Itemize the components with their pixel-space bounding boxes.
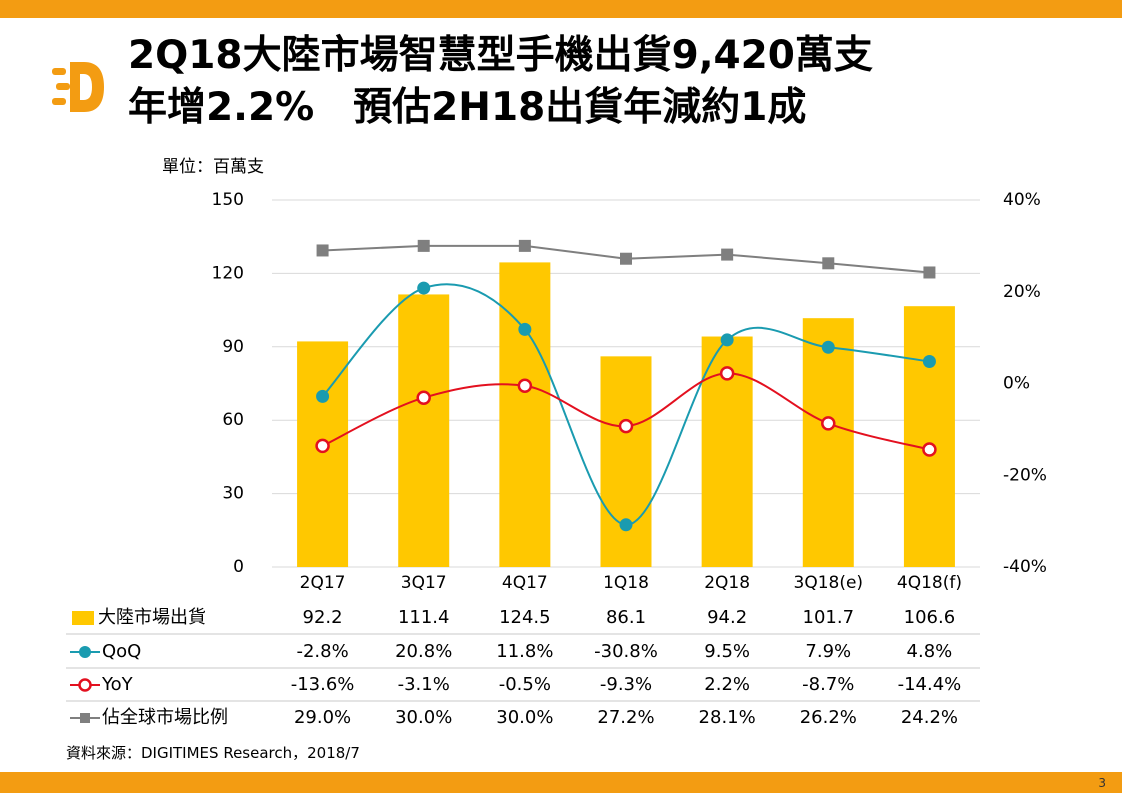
qoq-point-2Q17 [316, 389, 330, 403]
table-row-shipment-label: 大陸市場出貨 [98, 607, 206, 628]
qoq-point-3Q17 [417, 281, 431, 295]
y-left-tick-label: 150 [212, 190, 244, 210]
table-row-yoy-cell: -0.5% [499, 674, 551, 695]
legend-qoq-marker [79, 646, 91, 658]
bar-3Q18(e) [802, 318, 854, 567]
table-row-shipment-cell: 111.4 [398, 607, 450, 628]
share-point-2Q18 [721, 248, 734, 261]
table-row-qoq-cell: 4.8% [907, 641, 953, 662]
page-title: 2Q18大陸市場智慧型手機出貨9,420萬支 年增2.2% 預估2H18出貨年減… [128, 30, 873, 134]
legend-bar-key [72, 611, 94, 625]
x-tick-label: 4Q18(f) [897, 573, 962, 593]
table-row-qoq-cell: 7.9% [805, 641, 851, 662]
table-row-yoy-cell: -8.7% [802, 674, 854, 695]
bar-1Q18 [600, 356, 652, 567]
qoq-point-4Q18(f) [922, 354, 936, 368]
share-point-3Q18(e) [822, 257, 835, 270]
bar-2Q17 [297, 341, 349, 567]
table-row-share-label: 佔全球市場比例 [102, 707, 228, 728]
page-number: 3 [1098, 776, 1106, 790]
table-row-qoq-cell: 11.8% [496, 641, 553, 662]
digitimes-logo-icon [52, 62, 104, 112]
y-left-tick-label: 30 [222, 484, 244, 504]
share-point-2Q17 [316, 244, 329, 257]
legend-yoy-marker [78, 678, 92, 692]
qoq-point-1Q18 [619, 518, 633, 532]
legend-share-marker [80, 713, 90, 723]
table-row-share-cell: 28.1% [699, 707, 756, 728]
y-right-tick-label: 40% [1003, 190, 1041, 210]
y-left-tick-label: 0 [233, 557, 244, 577]
x-tick-label: 1Q18 [603, 573, 649, 593]
table-row-qoq-cell: -30.8% [594, 641, 658, 662]
yoy-point-3Q18(e) [821, 416, 836, 431]
table-row-shipment-cell: 94.2 [707, 607, 747, 628]
x-tick-label: 2Q17 [300, 573, 346, 593]
table-row-share-cell: 24.2% [901, 707, 958, 728]
share-point-1Q18 [620, 252, 632, 265]
x-tick-label: 2Q18 [704, 573, 750, 593]
y-right-tick-label: 20% [1003, 282, 1041, 302]
yoy-point-3Q17 [416, 390, 431, 405]
share-point-3Q17 [417, 239, 430, 252]
table-row-shipment-cell: 101.7 [803, 607, 855, 628]
yoy-point-4Q18(f) [922, 442, 937, 457]
table-row-qoq-cell: 20.8% [395, 641, 452, 662]
y-left-tick-label: 90 [222, 337, 244, 357]
share-point-4Q17 [518, 239, 531, 252]
table-row-qoq-cell: 9.5% [704, 641, 750, 662]
bar-4Q18(f) [903, 306, 955, 567]
bottom-accent-bar [0, 772, 1122, 793]
y-right-tick-label: 0% [1003, 374, 1030, 394]
table-row-yoy-cell: -14.4% [898, 674, 962, 695]
source-note: 資料來源：DIGITIMES Research，2018/7 [66, 744, 360, 762]
table-row-share-cell: 30.0% [395, 707, 452, 728]
yoy-point-2Q17 [315, 438, 330, 454]
table-row-shipment-cell: 106.6 [904, 607, 956, 628]
table-row-yoy-cell: -13.6% [291, 674, 355, 695]
table-row-shipment-cell: 92.2 [303, 607, 343, 628]
unit-label: 單位：百萬支 [162, 157, 264, 177]
bar-4Q17 [499, 262, 551, 567]
table-row-share-cell: 27.2% [597, 707, 654, 728]
table-row-yoy-cell: -9.3% [600, 674, 652, 695]
share-point-4Q18(f) [923, 266, 936, 279]
table-row-share-cell: 29.0% [294, 707, 351, 728]
x-tick-label: 3Q17 [401, 573, 447, 593]
table-row-yoy-cell: -3.1% [398, 674, 450, 695]
qoq-point-2Q18 [720, 333, 734, 347]
yoy-point-4Q17 [517, 378, 533, 394]
bar-3Q17 [398, 294, 450, 567]
table-row-qoq-label: QoQ [102, 641, 141, 662]
table-row-qoq-cell: -2.8% [296, 641, 348, 662]
top-accent-bar [0, 0, 1122, 18]
table-row-yoy-label: YoY [101, 674, 134, 695]
x-tick-label: 3Q18(e) [794, 573, 864, 593]
yoy-point-2Q18 [719, 366, 735, 381]
table-row-share-cell: 26.2% [800, 707, 857, 728]
qoq-point-4Q17 [518, 322, 532, 336]
table-row-shipment-cell: 86.1 [606, 607, 646, 628]
title-line-2: 年增2.2% 預估2H18出貨年減約1成 [128, 85, 807, 130]
title-line-1: 2Q18大陸市場智慧型手機出貨9,420萬支 [128, 33, 873, 78]
table-row-share-cell: 30.0% [496, 707, 553, 728]
yoy-point-1Q18 [618, 418, 634, 434]
x-tick-label: 4Q17 [502, 573, 548, 593]
y-right-tick-label: -20% [1003, 465, 1047, 485]
y-right-tick-label: -40% [1003, 557, 1047, 577]
table-row-yoy-cell: 2.2% [704, 674, 750, 695]
qoq-point-3Q18(e) [821, 340, 835, 354]
y-left-tick-label: 60 [222, 410, 244, 430]
table-row-shipment-cell: 124.5 [499, 607, 551, 628]
y-left-tick-label: 120 [212, 263, 244, 283]
